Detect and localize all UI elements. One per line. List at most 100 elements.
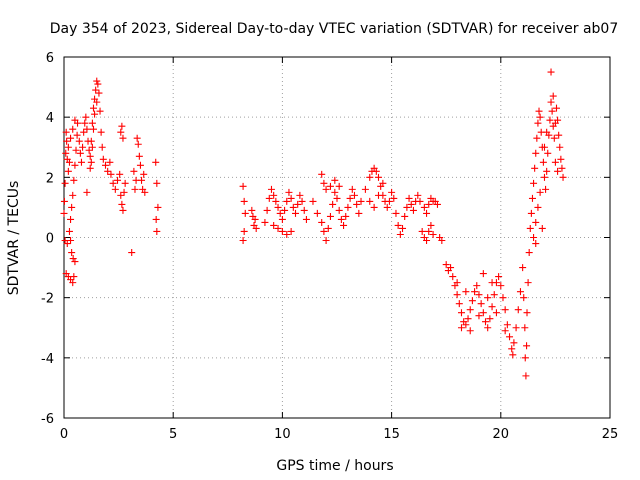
data-point (547, 68, 555, 76)
data-point (94, 80, 102, 88)
x-tick-label: 5 (169, 427, 177, 442)
data-point (510, 339, 518, 347)
data-point (71, 258, 79, 266)
data-point (468, 297, 476, 305)
data-point (392, 209, 400, 217)
data-point (79, 143, 87, 151)
data-point (399, 224, 407, 232)
data-point (116, 170, 124, 178)
data-point (501, 327, 509, 335)
data-point (366, 173, 374, 181)
data-point (86, 164, 94, 172)
data-point (542, 185, 550, 193)
data-point (520, 294, 528, 302)
data-point (519, 264, 527, 272)
data-point (91, 110, 99, 118)
data-point (340, 221, 348, 229)
data-point (86, 152, 94, 160)
data-point (69, 191, 77, 199)
data-point (121, 179, 129, 187)
data-point (72, 146, 80, 154)
data-point (429, 230, 437, 238)
data-point (346, 194, 354, 202)
data-point (111, 185, 119, 193)
data-point (462, 288, 470, 296)
data-point (475, 312, 483, 320)
data-point (68, 249, 76, 257)
data-point (425, 227, 433, 235)
data-point (313, 209, 321, 217)
data-point (344, 203, 352, 211)
data-point (261, 218, 269, 226)
data-point (414, 191, 422, 199)
data-point (473, 282, 481, 290)
data-point (65, 227, 73, 235)
data-point (447, 264, 455, 272)
data-point (539, 158, 547, 166)
data-point (555, 131, 563, 139)
data-point (366, 197, 374, 205)
data-point (76, 149, 84, 157)
data-point (69, 125, 77, 133)
data-point (490, 291, 498, 299)
data-point (64, 167, 72, 175)
data-point (390, 194, 398, 202)
data-point (526, 224, 534, 232)
data-point (524, 279, 532, 287)
data-point (141, 188, 149, 196)
data-point (331, 188, 339, 196)
data-point (309, 197, 317, 205)
data-point (70, 273, 78, 281)
data-point (239, 182, 247, 190)
data-point (278, 227, 286, 235)
data-point (521, 354, 529, 362)
data-point (69, 279, 77, 287)
data-point (544, 149, 552, 157)
grid-lines (64, 57, 610, 418)
data-point (484, 294, 492, 302)
y-tick-label: 6 (46, 51, 54, 66)
data-point (140, 170, 148, 178)
data-point (318, 218, 326, 226)
data-point (324, 224, 332, 232)
data-point (501, 306, 509, 314)
data-point (353, 200, 361, 208)
data-point (556, 143, 564, 151)
data-point (265, 194, 273, 202)
data-point (418, 227, 426, 235)
data-point (93, 98, 101, 106)
data-point (88, 119, 96, 127)
data-point (559, 173, 567, 181)
data-point (296, 191, 304, 199)
data-point (320, 227, 328, 235)
data-point (438, 237, 446, 245)
x-axis-label: GPS time / hours (276, 458, 393, 474)
data-point (274, 203, 282, 211)
data-point (497, 282, 505, 290)
data-point (274, 224, 282, 232)
data-point (372, 167, 380, 175)
data-point (486, 315, 494, 323)
data-point (530, 179, 538, 187)
data-point (106, 158, 114, 166)
data-point (453, 279, 461, 287)
data-point (136, 161, 144, 169)
data-point (532, 218, 540, 226)
data-point (322, 237, 330, 245)
data-point (240, 227, 248, 235)
data-point (302, 215, 310, 223)
data-point (477, 300, 485, 308)
data-point (342, 212, 350, 220)
data-point (554, 116, 562, 124)
data-point (99, 155, 107, 163)
data-point (374, 191, 382, 199)
data-point (337, 215, 345, 223)
data-point (322, 185, 330, 193)
data-point (60, 197, 68, 205)
data-point (83, 188, 91, 196)
data-point (540, 173, 548, 181)
data-point (512, 324, 520, 332)
data-point (506, 333, 514, 341)
data-point (388, 188, 396, 196)
data-point (67, 237, 75, 245)
